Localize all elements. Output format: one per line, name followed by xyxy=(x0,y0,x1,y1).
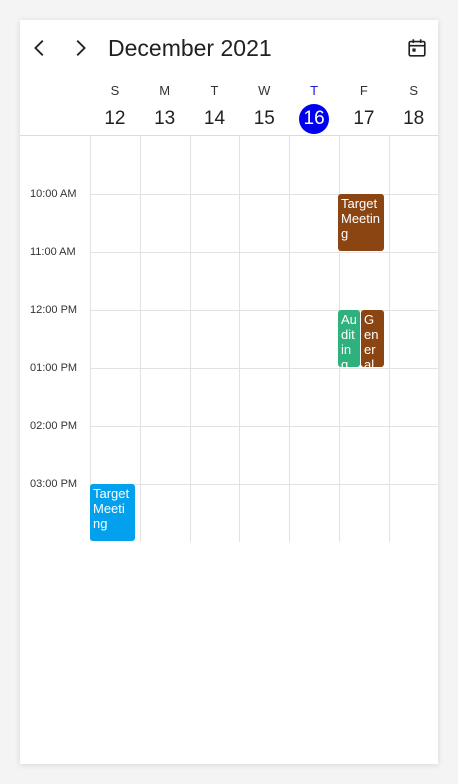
appointment-auditing[interactable]: Auditing xyxy=(338,310,360,367)
day-letter: T xyxy=(210,83,219,98)
day-letter: F xyxy=(359,83,368,98)
column-divider xyxy=(189,136,191,542)
calendar-today-icon xyxy=(408,39,426,57)
day-letter: S xyxy=(409,83,419,98)
scheduler-header: December 2021 xyxy=(20,20,438,78)
day-column-header[interactable]: F 17 xyxy=(339,78,389,136)
day-number: 12 xyxy=(104,108,126,129)
time-label: 10:00 AM xyxy=(30,188,77,200)
month-title[interactable]: December 2021 xyxy=(108,35,272,61)
time-label: 03:00 PM xyxy=(30,478,78,490)
day-number: 13 xyxy=(154,108,176,129)
hour-line xyxy=(90,252,438,253)
day-header-row: S 12 M 13 T 14 W 15 T 16 F 17 S 18 xyxy=(20,78,438,136)
day-letter: M xyxy=(159,83,171,98)
chevron-left-icon xyxy=(34,40,44,56)
day-letter: W xyxy=(258,83,271,98)
column-divider xyxy=(90,136,91,542)
day-number: 15 xyxy=(253,108,275,129)
time-label: 01:00 PM xyxy=(30,362,78,374)
scheduler-card: December 2021 S 12 M 13 T 14 W 15 xyxy=(20,20,438,764)
time-label: 11:00 AM xyxy=(30,246,76,258)
time-label: 02:00 PM xyxy=(30,420,78,432)
hour-line xyxy=(90,484,438,485)
day-column-header-today[interactable]: T 16 xyxy=(289,78,339,136)
day-number: 14 xyxy=(203,108,226,129)
hour-line xyxy=(90,426,438,427)
hour-line xyxy=(90,194,438,195)
day-column-header[interactable]: W 15 xyxy=(239,78,289,136)
day-column-header[interactable]: S 12 xyxy=(90,78,140,136)
day-letter: S xyxy=(110,83,120,98)
column-divider xyxy=(289,136,291,542)
day-letter: T xyxy=(310,83,319,98)
appointment-general[interactable]: General xyxy=(361,310,384,367)
previous-button[interactable] xyxy=(26,32,54,64)
day-number: 17 xyxy=(353,108,375,129)
hour-line xyxy=(90,368,438,369)
column-divider xyxy=(239,136,241,542)
time-label: 12:00 PM xyxy=(30,304,78,316)
day-column-header[interactable]: M 13 xyxy=(140,78,190,136)
today-date-circle: 16 xyxy=(299,104,330,134)
column-divider xyxy=(388,136,390,542)
chevron-right-icon xyxy=(76,40,86,56)
hour-line xyxy=(90,310,438,311)
column-divider xyxy=(139,136,141,542)
next-button[interactable] xyxy=(66,32,94,64)
appointment-target-meeting[interactable]: Target Meeting xyxy=(338,194,384,251)
today-button[interactable] xyxy=(404,35,430,61)
day-number: 18 xyxy=(403,108,425,129)
day-column-header[interactable]: T 14 xyxy=(190,78,240,136)
day-column-header[interactable]: S 18 xyxy=(389,78,438,136)
time-grid[interactable]: 10:00 AM 11:00 AM 12:00 PM 01:00 PM 02:0… xyxy=(20,136,438,542)
appointment-target-meeting[interactable]: Target Meeting xyxy=(90,484,135,541)
